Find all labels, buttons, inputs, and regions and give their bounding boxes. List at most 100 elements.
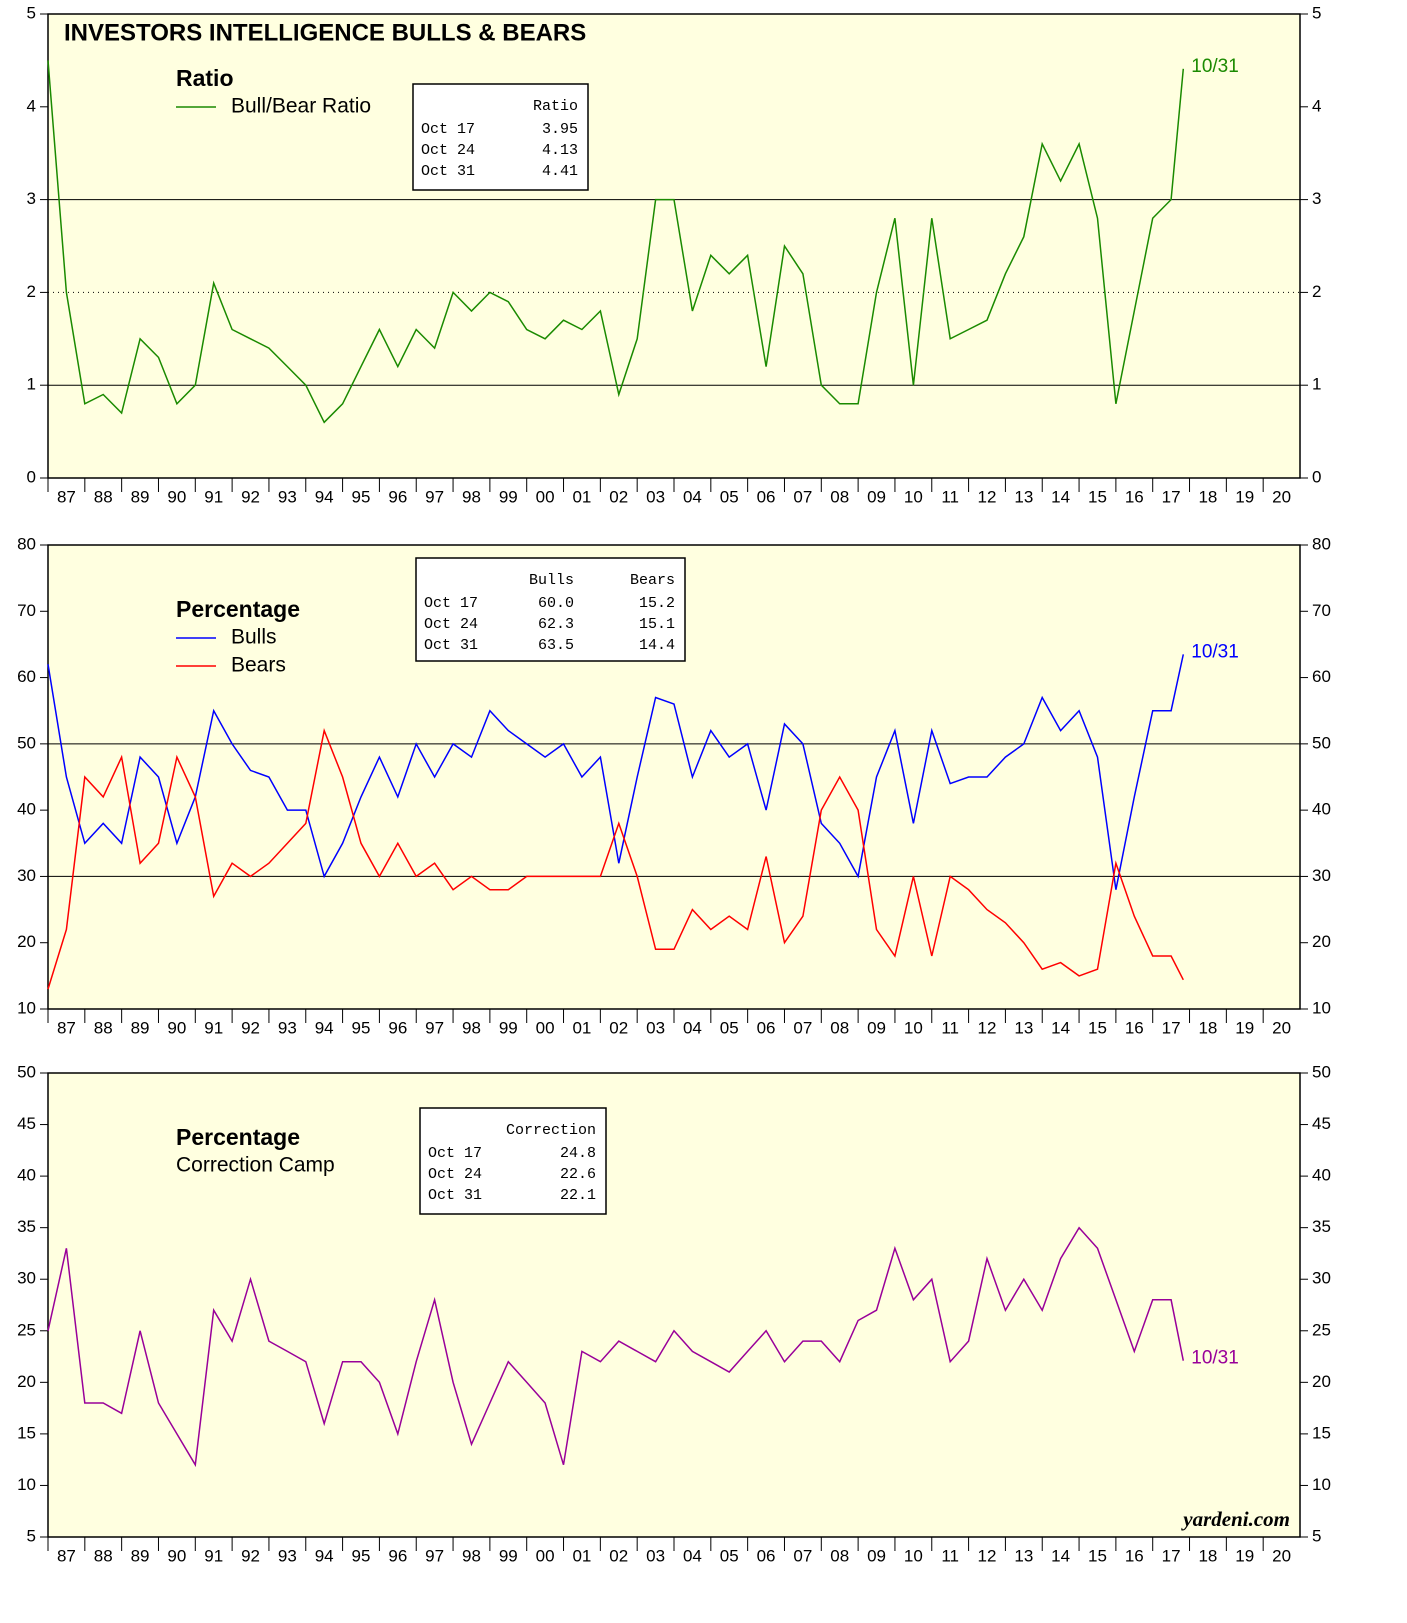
x-tick-label: 10 — [904, 1546, 923, 1565]
end-label: 10/31 — [1191, 1348, 1239, 1369]
y-tick-label: 10 — [1312, 998, 1331, 1017]
y-tick-label: 4 — [27, 96, 36, 115]
y-tick-label: 20 — [17, 1372, 36, 1391]
x-tick-label: 02 — [609, 487, 628, 506]
x-tick-label: 92 — [241, 487, 260, 506]
x-tick-label: 20 — [1272, 487, 1291, 506]
y-tick-label: 45 — [17, 1114, 36, 1133]
y-tick-label: 80 — [17, 534, 36, 553]
y-tick-label: 5 — [1312, 1526, 1321, 1545]
x-tick-label: 03 — [646, 1546, 665, 1565]
x-tick-label: 91 — [204, 1018, 223, 1037]
table-cell: Oct 31 — [428, 1187, 482, 1204]
y-tick-label: 50 — [1312, 733, 1331, 752]
x-tick-label: 97 — [425, 487, 444, 506]
table-header: Ratio — [533, 98, 578, 115]
y-tick-label: 60 — [17, 667, 36, 686]
x-tick-label: 91 — [204, 1546, 223, 1565]
y-tick-label: 5 — [27, 1526, 36, 1545]
x-tick-label: 15 — [1088, 1018, 1107, 1037]
series-line — [47, 654, 1185, 890]
x-tick-label: 89 — [131, 487, 150, 506]
legend-label: Bull/Bear Ratio — [231, 95, 371, 118]
x-tick-label: 04 — [683, 1546, 702, 1565]
y-tick-label: 10 — [17, 998, 36, 1017]
y-tick-label: 0 — [1312, 467, 1321, 486]
x-tick-label: 02 — [609, 1546, 628, 1565]
x-tick-label: 15 — [1088, 487, 1107, 506]
y-tick-label: 0 — [27, 467, 36, 486]
y-tick-label: 70 — [1312, 601, 1331, 620]
x-tick-label: 04 — [683, 1018, 702, 1037]
y-tick-label: 35 — [17, 1217, 36, 1236]
x-tick-label: 93 — [278, 1018, 297, 1037]
y-tick-label: 5 — [1312, 3, 1321, 22]
x-tick-label: 96 — [388, 1018, 407, 1037]
x-tick-label: 98 — [462, 1546, 481, 1565]
x-tick-label: 16 — [1125, 1546, 1144, 1565]
x-tick-label: 19 — [1235, 1546, 1254, 1565]
x-tick-label: 09 — [867, 487, 886, 506]
legend-title: Percentage — [176, 596, 300, 622]
y-tick-label: 50 — [17, 1062, 36, 1081]
x-tick-label: 06 — [757, 1018, 776, 1037]
y-tick-label: 60 — [1312, 667, 1331, 686]
x-tick-label: 07 — [793, 487, 812, 506]
x-tick-label: 12 — [978, 1018, 997, 1037]
x-tick-label: 11 — [941, 1018, 959, 1037]
x-tick-label: 94 — [315, 1546, 334, 1565]
legend-label: Bears — [231, 654, 286, 677]
x-tick-label: 09 — [867, 1018, 886, 1037]
x-tick-label: 98 — [462, 1018, 481, 1037]
x-tick-label: 14 — [1051, 1546, 1070, 1565]
x-tick-label: 02 — [609, 1018, 628, 1037]
x-tick-label: 01 — [572, 1018, 591, 1037]
x-tick-label: 17 — [1162, 1546, 1181, 1565]
y-tick-label: 1 — [27, 375, 36, 394]
x-tick-label: 06 — [757, 487, 776, 506]
table-cell: Oct 31 — [424, 637, 478, 654]
y-tick-label: 40 — [1312, 1166, 1331, 1185]
y-tick-label: 45 — [1312, 1114, 1331, 1133]
y-tick-label: 20 — [17, 932, 36, 951]
table-cell: 4.41 — [542, 163, 578, 180]
x-tick-label: 00 — [536, 1018, 555, 1037]
y-tick-label: 2 — [1312, 282, 1321, 301]
x-tick-label: 89 — [131, 1018, 150, 1037]
y-tick-label: 4 — [1312, 96, 1321, 115]
x-tick-label: 98 — [462, 487, 481, 506]
series-line — [47, 60, 1185, 424]
x-tick-label: 05 — [720, 487, 739, 506]
x-tick-label: 87 — [57, 1546, 76, 1565]
x-tick-label: 15 — [1088, 1546, 1107, 1565]
data-table-box — [415, 557, 686, 662]
x-tick-label: 94 — [315, 1018, 334, 1037]
x-tick-label: 93 — [278, 487, 297, 506]
x-tick-label: 09 — [867, 1546, 886, 1565]
x-tick-label: 95 — [352, 1018, 371, 1037]
x-tick-label: 20 — [1272, 1018, 1291, 1037]
table-cell: 60.0 — [538, 595, 574, 612]
x-tick-label: 95 — [352, 1546, 371, 1565]
x-tick-label: 13 — [1014, 1546, 1033, 1565]
plot-background — [47, 1072, 1301, 1538]
y-tick-label: 10 — [17, 1475, 36, 1494]
x-tick-label: 03 — [646, 1018, 665, 1037]
series-line — [47, 1226, 1185, 1468]
x-tick-label: 16 — [1125, 487, 1144, 506]
x-tick-label: 20 — [1272, 1546, 1291, 1565]
x-tick-label: 19 — [1235, 1018, 1254, 1037]
legend-title: Percentage — [176, 1124, 300, 1150]
y-tick-label: 30 — [1312, 1269, 1331, 1288]
y-tick-label: 40 — [1312, 800, 1331, 819]
table-header: Bears — [630, 572, 675, 589]
x-tick-label: 90 — [167, 1546, 186, 1565]
table-cell: Oct 24 — [424, 616, 478, 633]
table-cell: Oct 17 — [424, 595, 478, 612]
x-tick-label: 19 — [1235, 487, 1254, 506]
table-cell: 15.1 — [639, 616, 675, 633]
x-tick-label: 01 — [572, 1546, 591, 1565]
x-tick-label: 87 — [57, 487, 76, 506]
table-cell: 24.8 — [560, 1145, 596, 1162]
